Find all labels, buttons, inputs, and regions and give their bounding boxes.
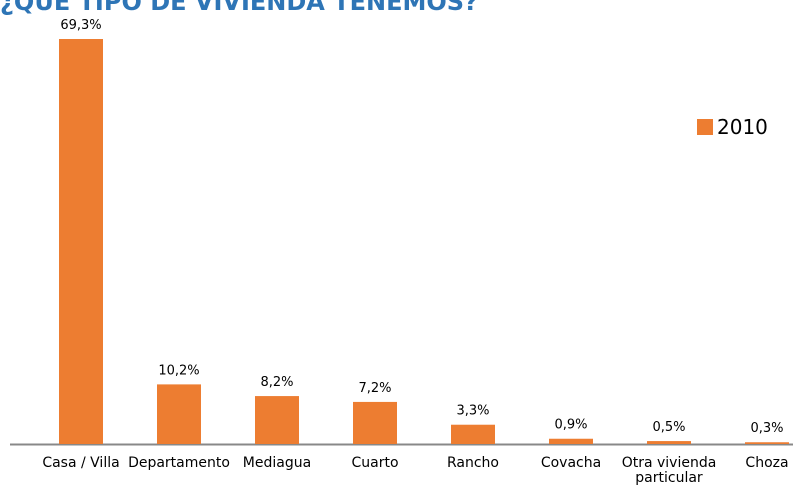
x-tick-label: Covacha [540,455,602,471]
data-label: 3,3% [456,404,489,419]
data-label: 10,2% [158,363,199,378]
x-tick-label: Choza [745,455,789,471]
legend-label: 2010 [717,115,768,139]
bar [745,442,789,444]
bar [353,401,397,444]
chart-title: ¿QUÉ TIPO DE VIVIENDA TENEMOS? [0,0,478,16]
bar [255,396,299,444]
x-tick-label: Casa / Villa [42,455,120,471]
data-label: 7,2% [358,381,391,396]
bar [157,384,201,444]
data-label: 8,2% [260,375,293,390]
data-label: 0,5% [652,420,685,435]
bar [647,441,691,444]
bar [451,424,495,444]
legend-swatch [697,119,713,135]
data-label: 69,3% [60,18,101,33]
x-tick-label: Mediagua [242,455,312,471]
bar [59,39,103,444]
x-tick-label: Otra vivienda particular [621,455,717,486]
x-tick-label: Cuarto [351,455,399,471]
x-tick-label: Departamento [128,455,230,471]
bar [549,438,593,444]
x-tick-label: Rancho [446,455,499,471]
data-label: 0,3% [750,421,783,436]
data-label: 0,9% [554,418,587,433]
